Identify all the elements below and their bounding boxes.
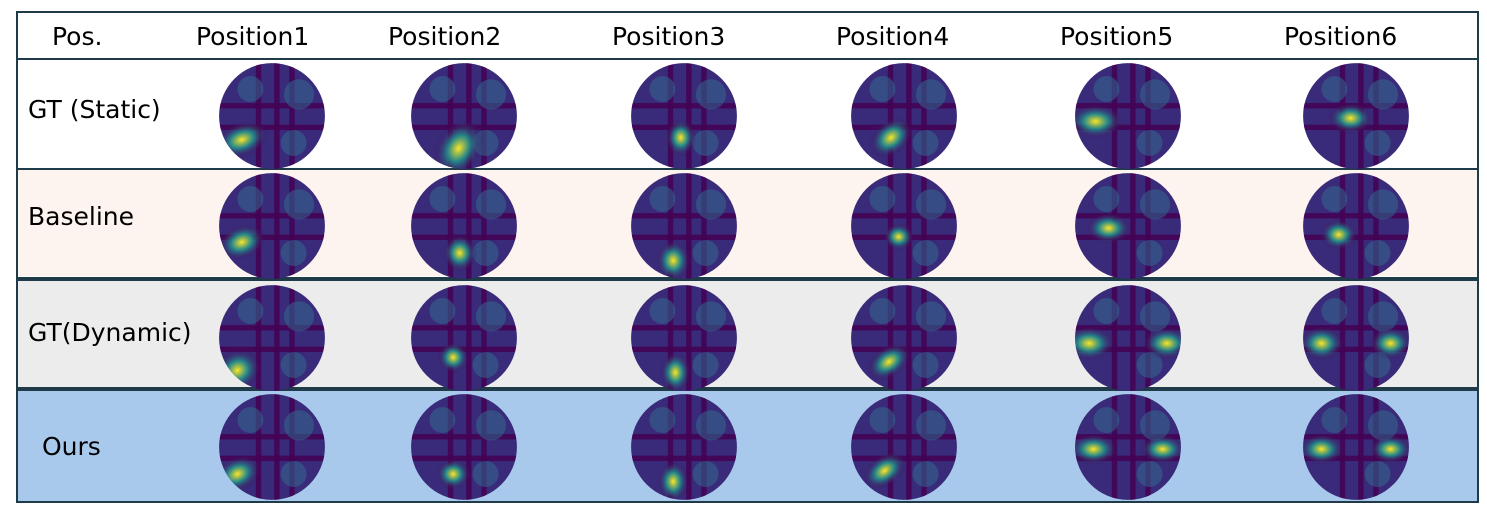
row-divider bbox=[16, 387, 1479, 389]
row-label-baseline: Baseline bbox=[28, 202, 134, 231]
heatmap-cell bbox=[630, 393, 738, 501]
heatmap-cell bbox=[630, 62, 738, 170]
corner-header: Pos. bbox=[52, 22, 103, 51]
heatmap-cell bbox=[218, 284, 326, 392]
heatmap-cell bbox=[410, 62, 518, 170]
row-label-ours: Ours bbox=[42, 432, 101, 461]
column-header-position6: Position6 bbox=[1284, 22, 1398, 51]
heatmap-cell bbox=[1074, 393, 1182, 501]
row-divider bbox=[16, 168, 1479, 170]
heatmap-cell bbox=[1074, 284, 1182, 392]
heatmap-cell bbox=[1302, 393, 1410, 501]
heatmap-cell bbox=[850, 62, 958, 170]
row-divider bbox=[16, 277, 1479, 279]
heatmap-cell bbox=[850, 172, 958, 280]
column-header-position2: Position2 bbox=[388, 22, 502, 51]
heatmap-cell bbox=[218, 393, 326, 501]
heatmap-cell bbox=[630, 284, 738, 392]
column-header-position4: Position4 bbox=[836, 22, 950, 51]
heatmap-cell bbox=[1302, 62, 1410, 170]
row-label-gt-static: GT (Static) bbox=[28, 95, 161, 124]
table-frame bbox=[16, 11, 1479, 503]
heatmap-cell bbox=[1074, 62, 1182, 170]
heatmap-cell bbox=[1302, 284, 1410, 392]
heatmap-cell bbox=[218, 62, 326, 170]
row-divider bbox=[16, 58, 1479, 60]
heatmap-cell bbox=[218, 172, 326, 280]
heatmap-cell bbox=[850, 284, 958, 392]
heatmap-cell bbox=[1074, 172, 1182, 280]
row-divider bbox=[16, 389, 1479, 391]
heatmap-cell bbox=[1302, 172, 1410, 280]
heatmap-cell bbox=[410, 393, 518, 501]
column-header-position1: Position1 bbox=[196, 22, 310, 51]
column-header-position5: Position5 bbox=[1060, 22, 1174, 51]
heatmap-cell bbox=[630, 172, 738, 280]
heatmap-cell bbox=[850, 393, 958, 501]
row-divider bbox=[16, 279, 1479, 281]
heatmap-cell bbox=[410, 284, 518, 392]
heatmap-cell bbox=[410, 172, 518, 280]
row-label-gt-dynamic: GT(Dynamic) bbox=[28, 318, 192, 347]
column-header-position3: Position3 bbox=[612, 22, 726, 51]
